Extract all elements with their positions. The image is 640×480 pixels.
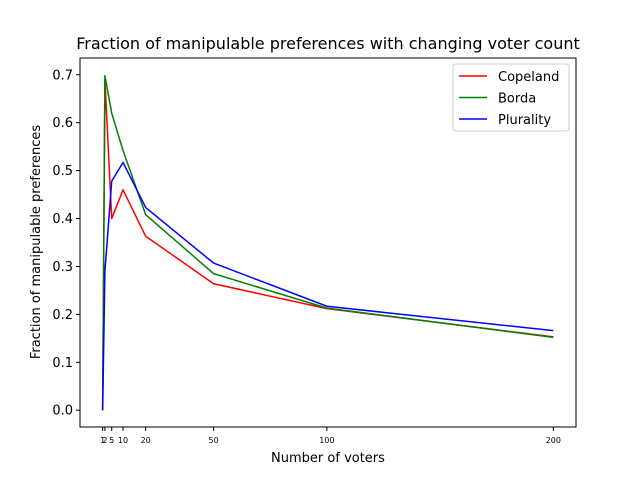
- y-tick-label: 0.3: [52, 260, 73, 275]
- x-tick-label: 20: [141, 436, 151, 445]
- y-tick-label: 0.2: [52, 308, 73, 323]
- legend: Copeland Borda Plurality: [452, 63, 570, 132]
- legend-label: Borda: [498, 92, 536, 107]
- series-line-copeland: [101, 78, 554, 411]
- y-tick-label: 0.0: [52, 404, 73, 419]
- x-axis-label: Number of voters: [271, 451, 385, 466]
- series-line-plurality: [101, 161, 554, 411]
- series-line-borda: [101, 74, 554, 411]
- y-tick-label: 0.5: [52, 164, 73, 179]
- y-tick-label: 0.4: [52, 212, 73, 227]
- x-tick-label: 2: [102, 436, 107, 445]
- x-axis: 12 5 10 20 50 100 200: [100, 427, 561, 445]
- chart-title: Fraction of manipulable preferences with…: [76, 34, 580, 53]
- series-lines: [101, 74, 554, 411]
- x-tick-label: 100: [319, 436, 334, 445]
- x-tick-label: 200: [546, 436, 561, 445]
- x-tick-label: 1: [100, 436, 105, 445]
- y-tick-label: 0.7: [52, 68, 73, 83]
- y-tick-label: 0.1: [52, 356, 73, 371]
- legend-label: Copeland: [498, 70, 559, 85]
- legend-box: [452, 63, 570, 132]
- x-tick-label: 50: [209, 436, 219, 445]
- x-tick-label: 10: [118, 436, 128, 445]
- legend-label: Plurality: [498, 113, 551, 128]
- x-tick-label: 5: [109, 436, 114, 445]
- y-axis-label: Fraction of manipulable preferences: [29, 125, 44, 360]
- y-tick-label: 0.6: [52, 116, 73, 131]
- y-axis: 0.0 0.1 0.2 0.3 0.4 0.5 0.6 0.7: [52, 68, 80, 419]
